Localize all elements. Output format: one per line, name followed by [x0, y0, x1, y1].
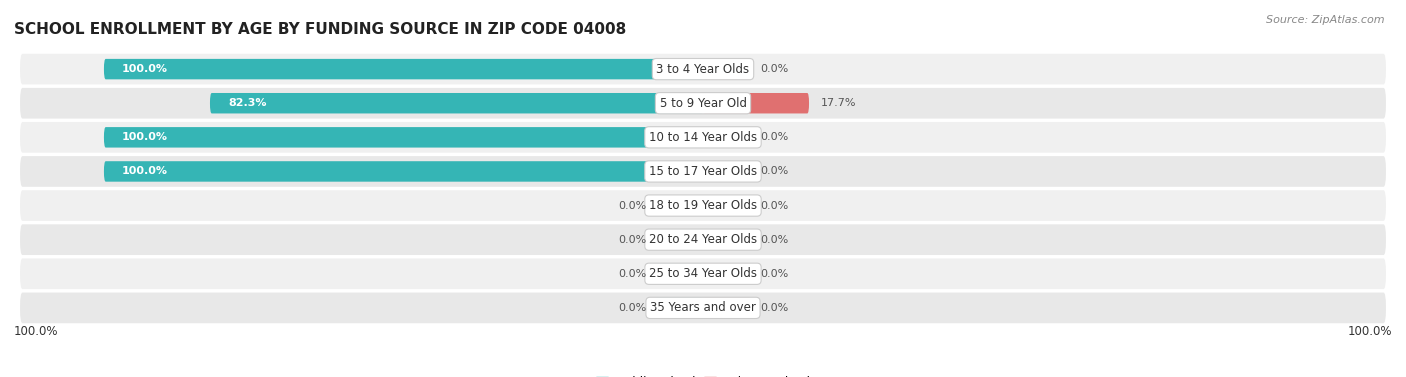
Text: 100.0%: 100.0%	[14, 325, 59, 338]
FancyBboxPatch shape	[20, 122, 1386, 153]
FancyBboxPatch shape	[655, 230, 703, 250]
FancyBboxPatch shape	[20, 190, 1386, 221]
FancyBboxPatch shape	[104, 59, 703, 79]
FancyBboxPatch shape	[104, 161, 703, 182]
Text: 0.0%: 0.0%	[617, 303, 647, 313]
Text: 18 to 19 Year Olds: 18 to 19 Year Olds	[650, 199, 756, 212]
FancyBboxPatch shape	[703, 93, 808, 113]
FancyBboxPatch shape	[20, 224, 1386, 255]
Text: 0.0%: 0.0%	[759, 64, 789, 74]
FancyBboxPatch shape	[703, 195, 751, 216]
FancyBboxPatch shape	[20, 88, 1386, 119]
FancyBboxPatch shape	[655, 298, 703, 318]
FancyBboxPatch shape	[20, 54, 1386, 84]
Text: SCHOOL ENROLLMENT BY AGE BY FUNDING SOURCE IN ZIP CODE 04008: SCHOOL ENROLLMENT BY AGE BY FUNDING SOUR…	[14, 22, 626, 37]
Text: 0.0%: 0.0%	[759, 166, 789, 176]
FancyBboxPatch shape	[703, 298, 751, 318]
Text: 100.0%: 100.0%	[122, 64, 167, 74]
Text: 17.7%: 17.7%	[821, 98, 856, 108]
Text: 3 to 4 Year Olds: 3 to 4 Year Olds	[657, 63, 749, 76]
Text: Source: ZipAtlas.com: Source: ZipAtlas.com	[1267, 15, 1385, 25]
FancyBboxPatch shape	[104, 127, 703, 147]
FancyBboxPatch shape	[655, 264, 703, 284]
FancyBboxPatch shape	[655, 195, 703, 216]
Text: 20 to 24 Year Olds: 20 to 24 Year Olds	[650, 233, 756, 246]
Text: 100.0%: 100.0%	[122, 132, 167, 143]
Text: 0.0%: 0.0%	[617, 234, 647, 245]
FancyBboxPatch shape	[703, 230, 751, 250]
Text: 0.0%: 0.0%	[759, 269, 789, 279]
FancyBboxPatch shape	[20, 293, 1386, 323]
Text: 0.0%: 0.0%	[759, 303, 789, 313]
Text: 5 to 9 Year Old: 5 to 9 Year Old	[659, 97, 747, 110]
Text: 10 to 14 Year Olds: 10 to 14 Year Olds	[650, 131, 756, 144]
Text: 0.0%: 0.0%	[617, 269, 647, 279]
Text: 82.3%: 82.3%	[228, 98, 266, 108]
Text: 0.0%: 0.0%	[617, 201, 647, 211]
Text: 25 to 34 Year Olds: 25 to 34 Year Olds	[650, 267, 756, 280]
Text: 100.0%: 100.0%	[1347, 325, 1392, 338]
FancyBboxPatch shape	[703, 59, 751, 79]
Text: 100.0%: 100.0%	[122, 166, 167, 176]
Text: 15 to 17 Year Olds: 15 to 17 Year Olds	[650, 165, 756, 178]
FancyBboxPatch shape	[20, 258, 1386, 289]
Text: 0.0%: 0.0%	[759, 234, 789, 245]
FancyBboxPatch shape	[703, 161, 751, 182]
FancyBboxPatch shape	[20, 156, 1386, 187]
FancyBboxPatch shape	[703, 127, 751, 147]
FancyBboxPatch shape	[209, 93, 703, 113]
Text: 0.0%: 0.0%	[759, 201, 789, 211]
Text: 35 Years and over: 35 Years and over	[650, 301, 756, 314]
Legend: Public School, Private School: Public School, Private School	[596, 376, 810, 377]
Text: 0.0%: 0.0%	[759, 132, 789, 143]
FancyBboxPatch shape	[703, 264, 751, 284]
